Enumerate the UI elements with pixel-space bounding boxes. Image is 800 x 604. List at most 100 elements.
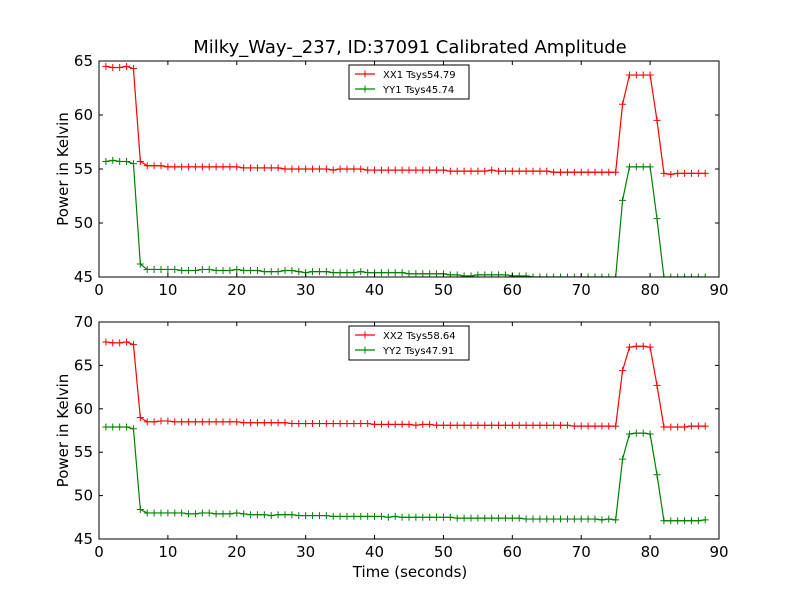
subplot-1-series-2-point <box>591 273 599 277</box>
subplot-1-series-2-point <box>391 269 399 277</box>
subplot-1-series-2-point <box>563 273 571 277</box>
subplot-2-x-tick-label: 10 <box>158 543 177 561</box>
subplot-2-series-2-point <box>116 423 124 431</box>
subplot-2-series-2-point <box>625 430 633 438</box>
subplot-1-series-2-point <box>460 272 468 277</box>
subplot-2-series-1-point <box>501 421 509 429</box>
subplot-2: 0 10 20 30 40 50 60 70 80 90 45 50 55 60 65 70 Power in … <box>54 313 729 561</box>
subplot-1-series-2-point <box>481 271 489 277</box>
subplot-2-series-1-point <box>253 419 261 427</box>
subplot-2-series-1-point <box>577 422 585 430</box>
subplot-1-series-2-point <box>288 267 296 275</box>
subplot-1-series-2-point <box>191 267 199 275</box>
subplot-1-series-1-point <box>563 168 571 176</box>
subplot-2-series-2-point <box>315 512 323 520</box>
subplot-2-series-1-point <box>219 418 227 426</box>
subplot-1-series-2-point <box>646 163 654 171</box>
subplot-1-series-1-point <box>674 169 682 177</box>
subplot-2-series-1-point <box>164 417 172 425</box>
subplot-1-series-1 <box>102 62 709 178</box>
subplot-1-legend: XX1 Tsys54.79 YY1 Tsys45.74 <box>348 64 470 100</box>
subplot-1-series-1-point <box>488 166 496 174</box>
x-axis-label: Time (seconds) <box>352 563 468 581</box>
subplot-1-x-tick-label: 20 <box>227 281 246 299</box>
subplot-2-series-2-point <box>591 515 599 523</box>
subplot-2-series-1-point <box>123 338 131 346</box>
subplot-1-series-1-point <box>515 167 523 175</box>
subplot-1-series-2-point <box>315 268 323 276</box>
subplot-2-legend-marker <box>361 346 369 354</box>
subplot-1-series-2-point <box>157 265 165 273</box>
subplot-2-series-2-point <box>157 509 165 517</box>
subplot-1-series-1-point <box>219 163 227 171</box>
subplot-2-series-1-point <box>653 381 661 389</box>
subplot-1-series-2-point <box>226 267 234 275</box>
subplot-2-series-1-point <box>646 343 654 351</box>
subplot-1-series-1-point <box>212 163 220 171</box>
subplot-1-series-1-point <box>384 166 392 174</box>
subplot-1-series-2-point <box>136 260 144 268</box>
subplot-2-series-1-point <box>474 421 482 429</box>
subplot-1-x-tick-label: 70 <box>572 281 591 299</box>
subplot-2-series-2-point <box>667 517 675 525</box>
subplot-2-series-2-point <box>584 515 592 523</box>
subplot-2-series-2-point <box>136 505 144 513</box>
subplot-2-series-2-point <box>309 512 317 520</box>
subplot-2-series-2-point <box>557 515 565 523</box>
subplot-1-series-1-point <box>694 169 702 177</box>
subplot-2-series-2-point <box>488 514 496 522</box>
subplot-2-series-2-point <box>550 515 558 523</box>
subplot-2-series-1-point <box>453 421 461 429</box>
subplot-2-series-2-point <box>247 511 255 519</box>
subplot-1-series-1-point <box>550 168 558 176</box>
subplot-2-series-2-point <box>212 510 220 518</box>
subplot-2-series-2-point <box>357 512 365 520</box>
subplot-1-series-1-point <box>350 165 358 173</box>
subplot-2-series-2-point <box>577 515 585 523</box>
subplot-2-series-1-point <box>212 418 220 426</box>
subplot-2-series-1-point <box>694 422 702 430</box>
subplot-2-series-1-point <box>371 420 379 428</box>
subplot-1-series-2-point <box>550 273 558 277</box>
subplot-2-series-2-point <box>405 513 413 521</box>
subplot-2-series-1-point <box>260 419 268 427</box>
subplot-2-series-1-point <box>281 419 289 427</box>
subplot-2-series-2-point <box>384 513 392 521</box>
subplot-1-series-2-point <box>412 270 420 277</box>
subplot-1-series-2-point <box>557 273 565 277</box>
subplot-2-series-2-point <box>109 423 117 431</box>
subplot-1-series-2-point <box>212 267 220 275</box>
subplot-1-series-1-point <box>598 168 606 176</box>
subplot-2-series-2-point <box>412 513 420 521</box>
subplot-2-legend: XX2 Tsys58.64 YY2 Tsys47.91 <box>348 325 470 361</box>
subplot-2-series-1 <box>102 338 709 431</box>
subplot-1-series-1-point <box>501 167 509 175</box>
subplot-2-series-1-point <box>557 421 565 429</box>
subplot-1-legend-marker <box>361 85 369 93</box>
subplot-2-x-tick-label: 50 <box>434 543 453 561</box>
subplot-2-series-1-point <box>412 421 420 429</box>
subplot-2-series-1-point <box>639 342 647 350</box>
subplot-1-series-1-point <box>150 162 158 170</box>
subplot-2-series-1-point <box>343 420 351 428</box>
subplot-2-series-2-point <box>453 514 461 522</box>
subplot-2-series-2-point <box>681 517 689 525</box>
subplot-2-series-1-point <box>329 420 337 428</box>
subplot-1-x-tick-label: 50 <box>434 281 453 299</box>
subplot-1-series-1-point <box>419 166 427 174</box>
subplot-2-x-tick-label: 60 <box>503 543 522 561</box>
subplot-1-legend-box <box>348 64 470 100</box>
subplot-2-series-1-point <box>274 419 282 427</box>
subplot-1-series-2-point <box>667 273 675 277</box>
subplot-2-series-2-point <box>281 511 289 519</box>
subplot-1-series-2-point <box>625 163 633 171</box>
subplot-2-series-1-point <box>405 420 413 428</box>
subplot-1-series-2-point <box>198 265 206 273</box>
subplot-2-series-2-point <box>343 512 351 520</box>
subplot-1-series-2-point <box>343 269 351 277</box>
subplot-2-series-1-point <box>660 423 668 431</box>
subplot-2-series-2-point <box>481 514 489 522</box>
subplot-2-x-tick-label: 70 <box>572 543 591 561</box>
subplot-2-y-tick-label: 45 <box>74 530 93 548</box>
